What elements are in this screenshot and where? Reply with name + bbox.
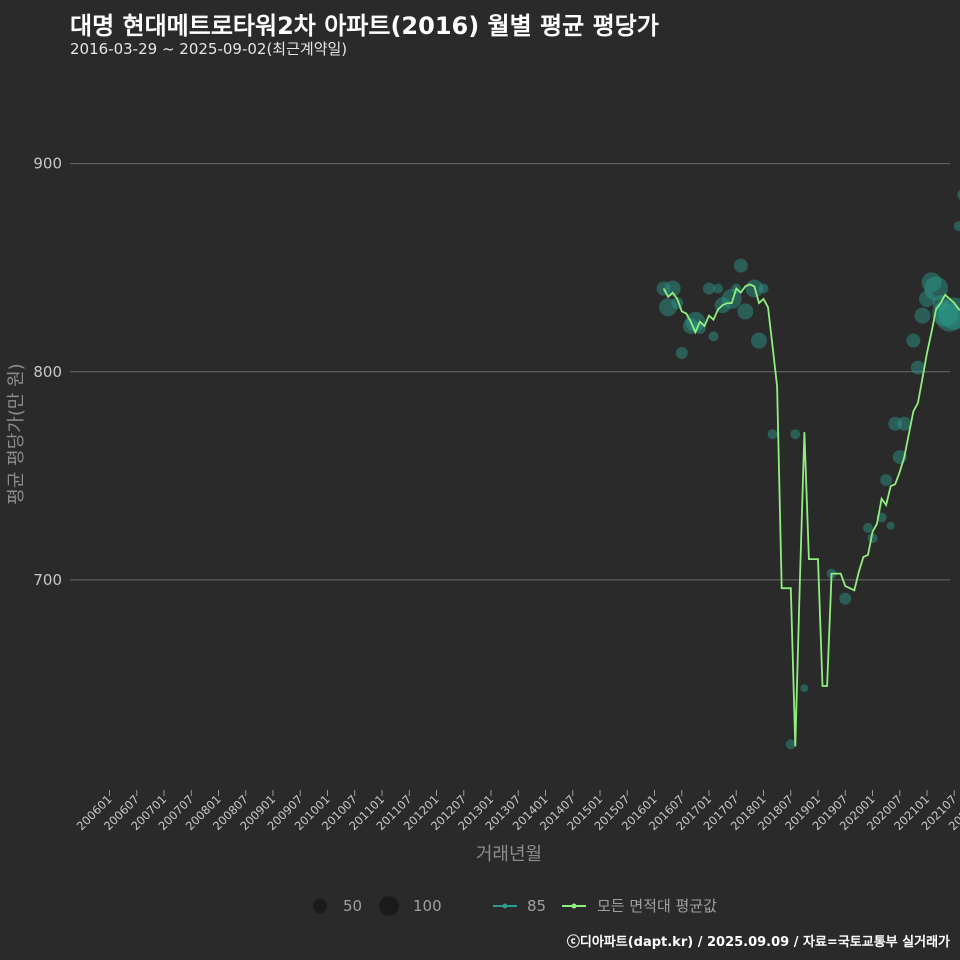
data-point [664,280,681,297]
data-point [888,416,903,431]
chart-subtitle: 2016-03-29 ~ 2025-09-02(최근계약일) [70,40,348,58]
data-point [924,276,949,301]
legend-size-100-label: 100 [413,897,442,915]
legend-size-100-symbol [379,896,399,916]
y-tick-label: 700 [33,571,62,589]
x-tick-labels: 2006012006072007012007072008012008072009… [74,790,960,833]
y-tick-label: 900 [33,155,62,173]
data-point [785,739,796,750]
data-point [758,283,769,294]
data-point [659,298,678,317]
y-axis-title: 평균 평당가(만 원) [6,363,27,504]
data-point [880,473,893,486]
data-point [957,189,960,200]
legend-avg-label: 모든 면적대 평균값 [597,897,717,915]
data-point [790,429,801,440]
data-point [921,272,942,293]
grid-layer [70,163,950,581]
legend: 50 100 85 모든 면적대 평균값 [313,896,717,916]
data-point [685,311,706,332]
data-point [737,303,754,320]
data-point [767,429,778,440]
data-point [750,332,767,349]
data-point [935,303,960,332]
data-point [938,297,960,330]
data-point [733,258,748,273]
data-point [897,416,912,431]
data-point [886,521,895,530]
data-point [713,283,724,294]
data-point [906,333,921,348]
legend-avg-dot [571,903,577,909]
average-line [662,283,960,747]
y-tick-labels: 700 800 900 [33,155,62,589]
data-point [800,684,809,693]
legend-size-50-symbol [313,899,327,913]
y-tick-label: 800 [33,363,62,381]
legend-area-dot [502,903,508,909]
data-point [703,282,715,295]
legend-size-50-label: 50 [343,897,362,915]
scatter-points [656,189,960,750]
data-point [919,290,935,307]
data-point [914,307,931,324]
data-point [953,221,960,232]
data-point [708,331,719,342]
chart-title: 대명 현대메트로타워2차 아파트(2016) 월별 평균 평당가 [70,12,659,40]
data-point [839,592,852,605]
legend-area-label: 85 [527,897,546,915]
credit-text: ⓒ디아파트(dapt.kr) / 2025.09.09 / 자료=국토교통부 실… [566,935,950,950]
data-point [862,522,873,533]
x-axis-title: 거래년월 [476,844,542,865]
data-point [675,347,688,360]
data-point [910,360,925,375]
